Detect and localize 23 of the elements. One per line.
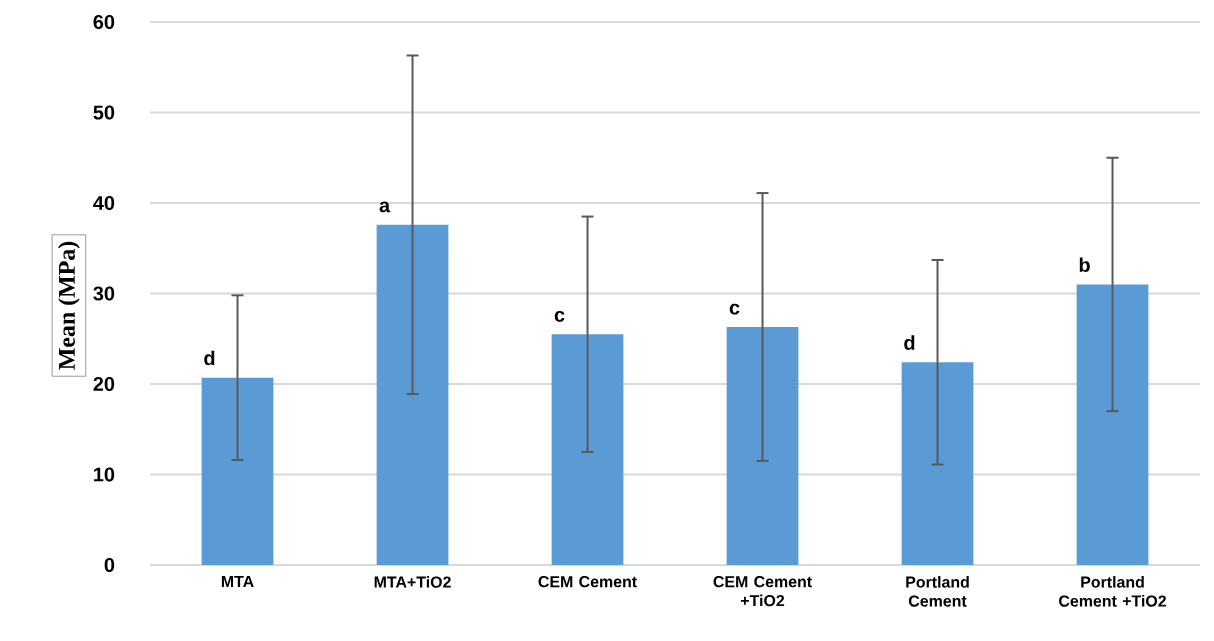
annotation: c <box>554 310 565 322</box>
annotation: b <box>1079 257 1090 273</box>
y-tick-label: 50 <box>93 105 115 120</box>
bar <box>1076 284 1149 565</box>
x-tick-label: CEM Cement <box>538 576 637 588</box>
x-tick-label: MTA+TiO2 <box>374 576 451 588</box>
y-tick-label: 0 <box>104 557 115 573</box>
annotation: d <box>204 350 215 366</box>
y-tick-label: 60 <box>93 14 115 30</box>
y-tick-label: 30 <box>93 286 115 301</box>
y-tick-label: 40 <box>93 195 115 211</box>
x-tick-label: MTA <box>221 576 254 588</box>
y-tick-label: 20 <box>93 376 115 392</box>
x-tick-label: Portland Cement <box>906 576 969 607</box>
annotation: a <box>379 201 391 213</box>
x-tick-label: CEM Cement +TiO2 <box>713 576 812 607</box>
annotation: c <box>729 303 740 315</box>
bar <box>376 224 449 565</box>
bar <box>201 377 274 565</box>
y-tick-label: 10 <box>94 467 115 482</box>
y-axis-title: Mean (MPa) <box>58 241 80 370</box>
annotation: d <box>904 335 915 350</box>
x-tick-label: Portland Cement +TiO2 <box>1059 576 1166 607</box>
